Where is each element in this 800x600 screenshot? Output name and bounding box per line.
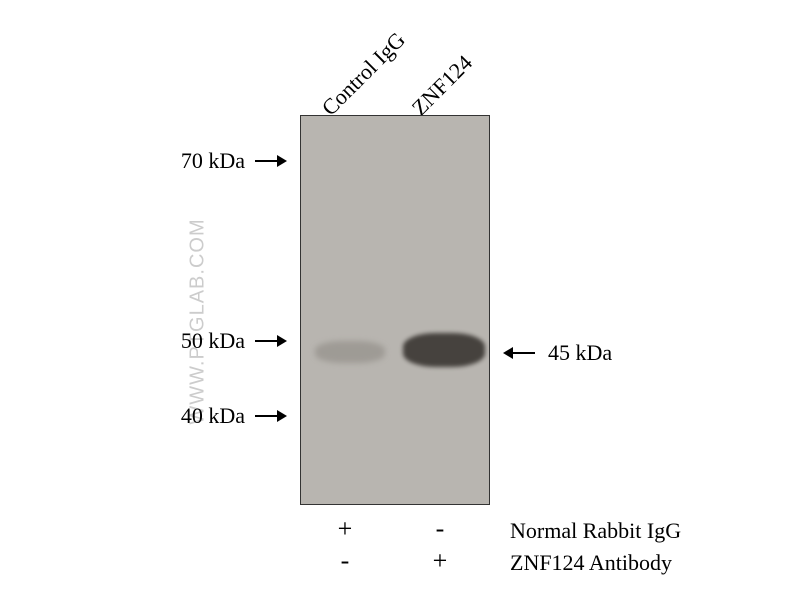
lane-label-control: Control IgG: [317, 27, 411, 121]
condition-label-normal-igg: Normal Rabbit IgG: [510, 518, 681, 544]
marker-70kda: 70 kDa: [155, 148, 245, 174]
marker-arrow-50: [255, 340, 285, 342]
result-45kda: 45 kDa: [548, 340, 612, 366]
condition-r1-c2: -: [425, 514, 455, 544]
result-arrow: [505, 352, 535, 354]
marker-40kda: 40 kDa: [155, 403, 245, 429]
blot-background: [301, 116, 489, 504]
figure-container: WWW.PTGLAB.COM Control IgG ZNF124 70 kDa…: [50, 20, 750, 580]
marker-arrow-70: [255, 160, 285, 162]
marker-50kda: 50 kDa: [155, 328, 245, 354]
condition-r1-c1: +: [330, 514, 360, 544]
condition-r2-c1: -: [330, 546, 360, 576]
band-znf124-lane: [403, 333, 485, 367]
condition-label-znf124-ab: ZNF124 Antibody: [510, 550, 672, 576]
marker-arrow-40: [255, 415, 285, 417]
western-blot: [300, 115, 490, 505]
watermark-text: WWW.PTGLAB.COM: [187, 218, 210, 424]
band-control-lane: [315, 341, 385, 363]
condition-r2-c2: +: [425, 546, 455, 576]
lane-label-znf124: ZNF124: [407, 50, 478, 121]
